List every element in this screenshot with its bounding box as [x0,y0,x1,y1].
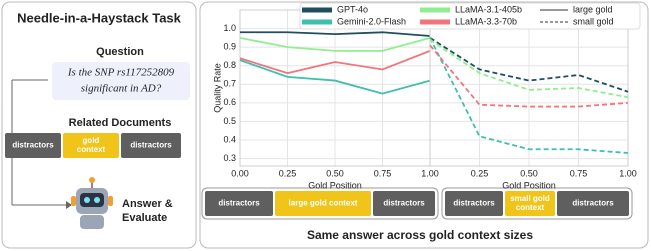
series-line [239,36,431,52]
legend-label: Gemini-2.0-Flash [337,16,406,26]
question-line: Is the SNP rs117252809 [67,67,175,79]
legend-label: GPT-4o [337,4,368,14]
x-tick-label: 0.50 [326,168,344,178]
legend-label: small gold [573,16,614,26]
y-tick-label: 0.5 [223,116,236,126]
diagram-title: Needle-in-a-Haystack Task [17,10,182,25]
box-label: distractors [572,199,614,208]
series-line [429,38,629,99]
y-tick-label: 0.8 [223,60,236,70]
box-label: distractors [383,199,425,208]
x-tick-label: 1.00 [619,168,637,178]
x-tick-label: 0.00 [231,168,249,178]
box-label: context [77,145,106,154]
answer-label: Answer & [122,198,173,210]
series-line [429,44,629,108]
robot-icon [71,177,113,229]
right-panel [199,1,649,249]
x-tick-label: 1.00 [421,168,439,178]
gold-box [505,191,555,216]
x-tick-label: 0.50 [520,168,538,178]
series-line [429,37,629,154]
box-label: distractors [453,199,495,208]
distractor-box [445,191,503,216]
y-tick-label: 0.6 [223,97,236,107]
row-frame [201,187,439,220]
distractor-box [557,191,629,216]
y-tick-label: 1.0 [223,23,236,33]
documents-heading: Related Documents [69,117,172,129]
question-line: significant in AD? [81,83,162,95]
distractor-box [373,191,435,216]
distractor-box [205,191,273,216]
series-line [239,50,431,75]
question-box [52,62,190,100]
legend-label: LLaMA-3.3-70b [455,16,517,26]
box-label: small gold [510,194,550,203]
question-heading: Question [96,46,144,58]
box-label: distractors [130,141,172,150]
arrow-head [66,201,72,209]
series-line [239,59,431,95]
caption: Same answer across gold context sizes [307,228,533,242]
x-tick-label: 0.75 [570,168,588,178]
series-line [429,37,629,93]
box-label: gold [83,136,100,145]
y-tick-label: 0.3 [223,153,236,163]
row-frame [441,187,633,220]
y-tick-label: 0.4 [223,134,236,144]
x-axis-label: Gold Position [308,180,362,190]
distractor-box [5,133,61,158]
y-axis-label: Quality Rate [212,63,222,113]
x-tick-label: 0.25 [279,168,297,178]
gold-box [63,133,119,158]
legend-label: LLaMA-3.1-405b [455,4,522,14]
legend-label: large gold [573,4,613,14]
y-tick-label: 0.7 [223,79,236,89]
answer-label: Evaluate [122,212,167,224]
x-axis-label: Gold Position [502,180,556,190]
box-label: context [516,203,545,212]
x-tick-label: 0.25 [471,168,489,178]
series-line [240,31,431,37]
box-label: distractors [218,199,260,208]
box-label: large gold context [289,199,358,208]
gold-box [275,191,371,216]
box-label: distractors [12,141,54,150]
distractor-box [121,133,181,158]
x-tick-label: 0.75 [374,168,392,178]
y-tick-label: 0.9 [223,42,236,52]
